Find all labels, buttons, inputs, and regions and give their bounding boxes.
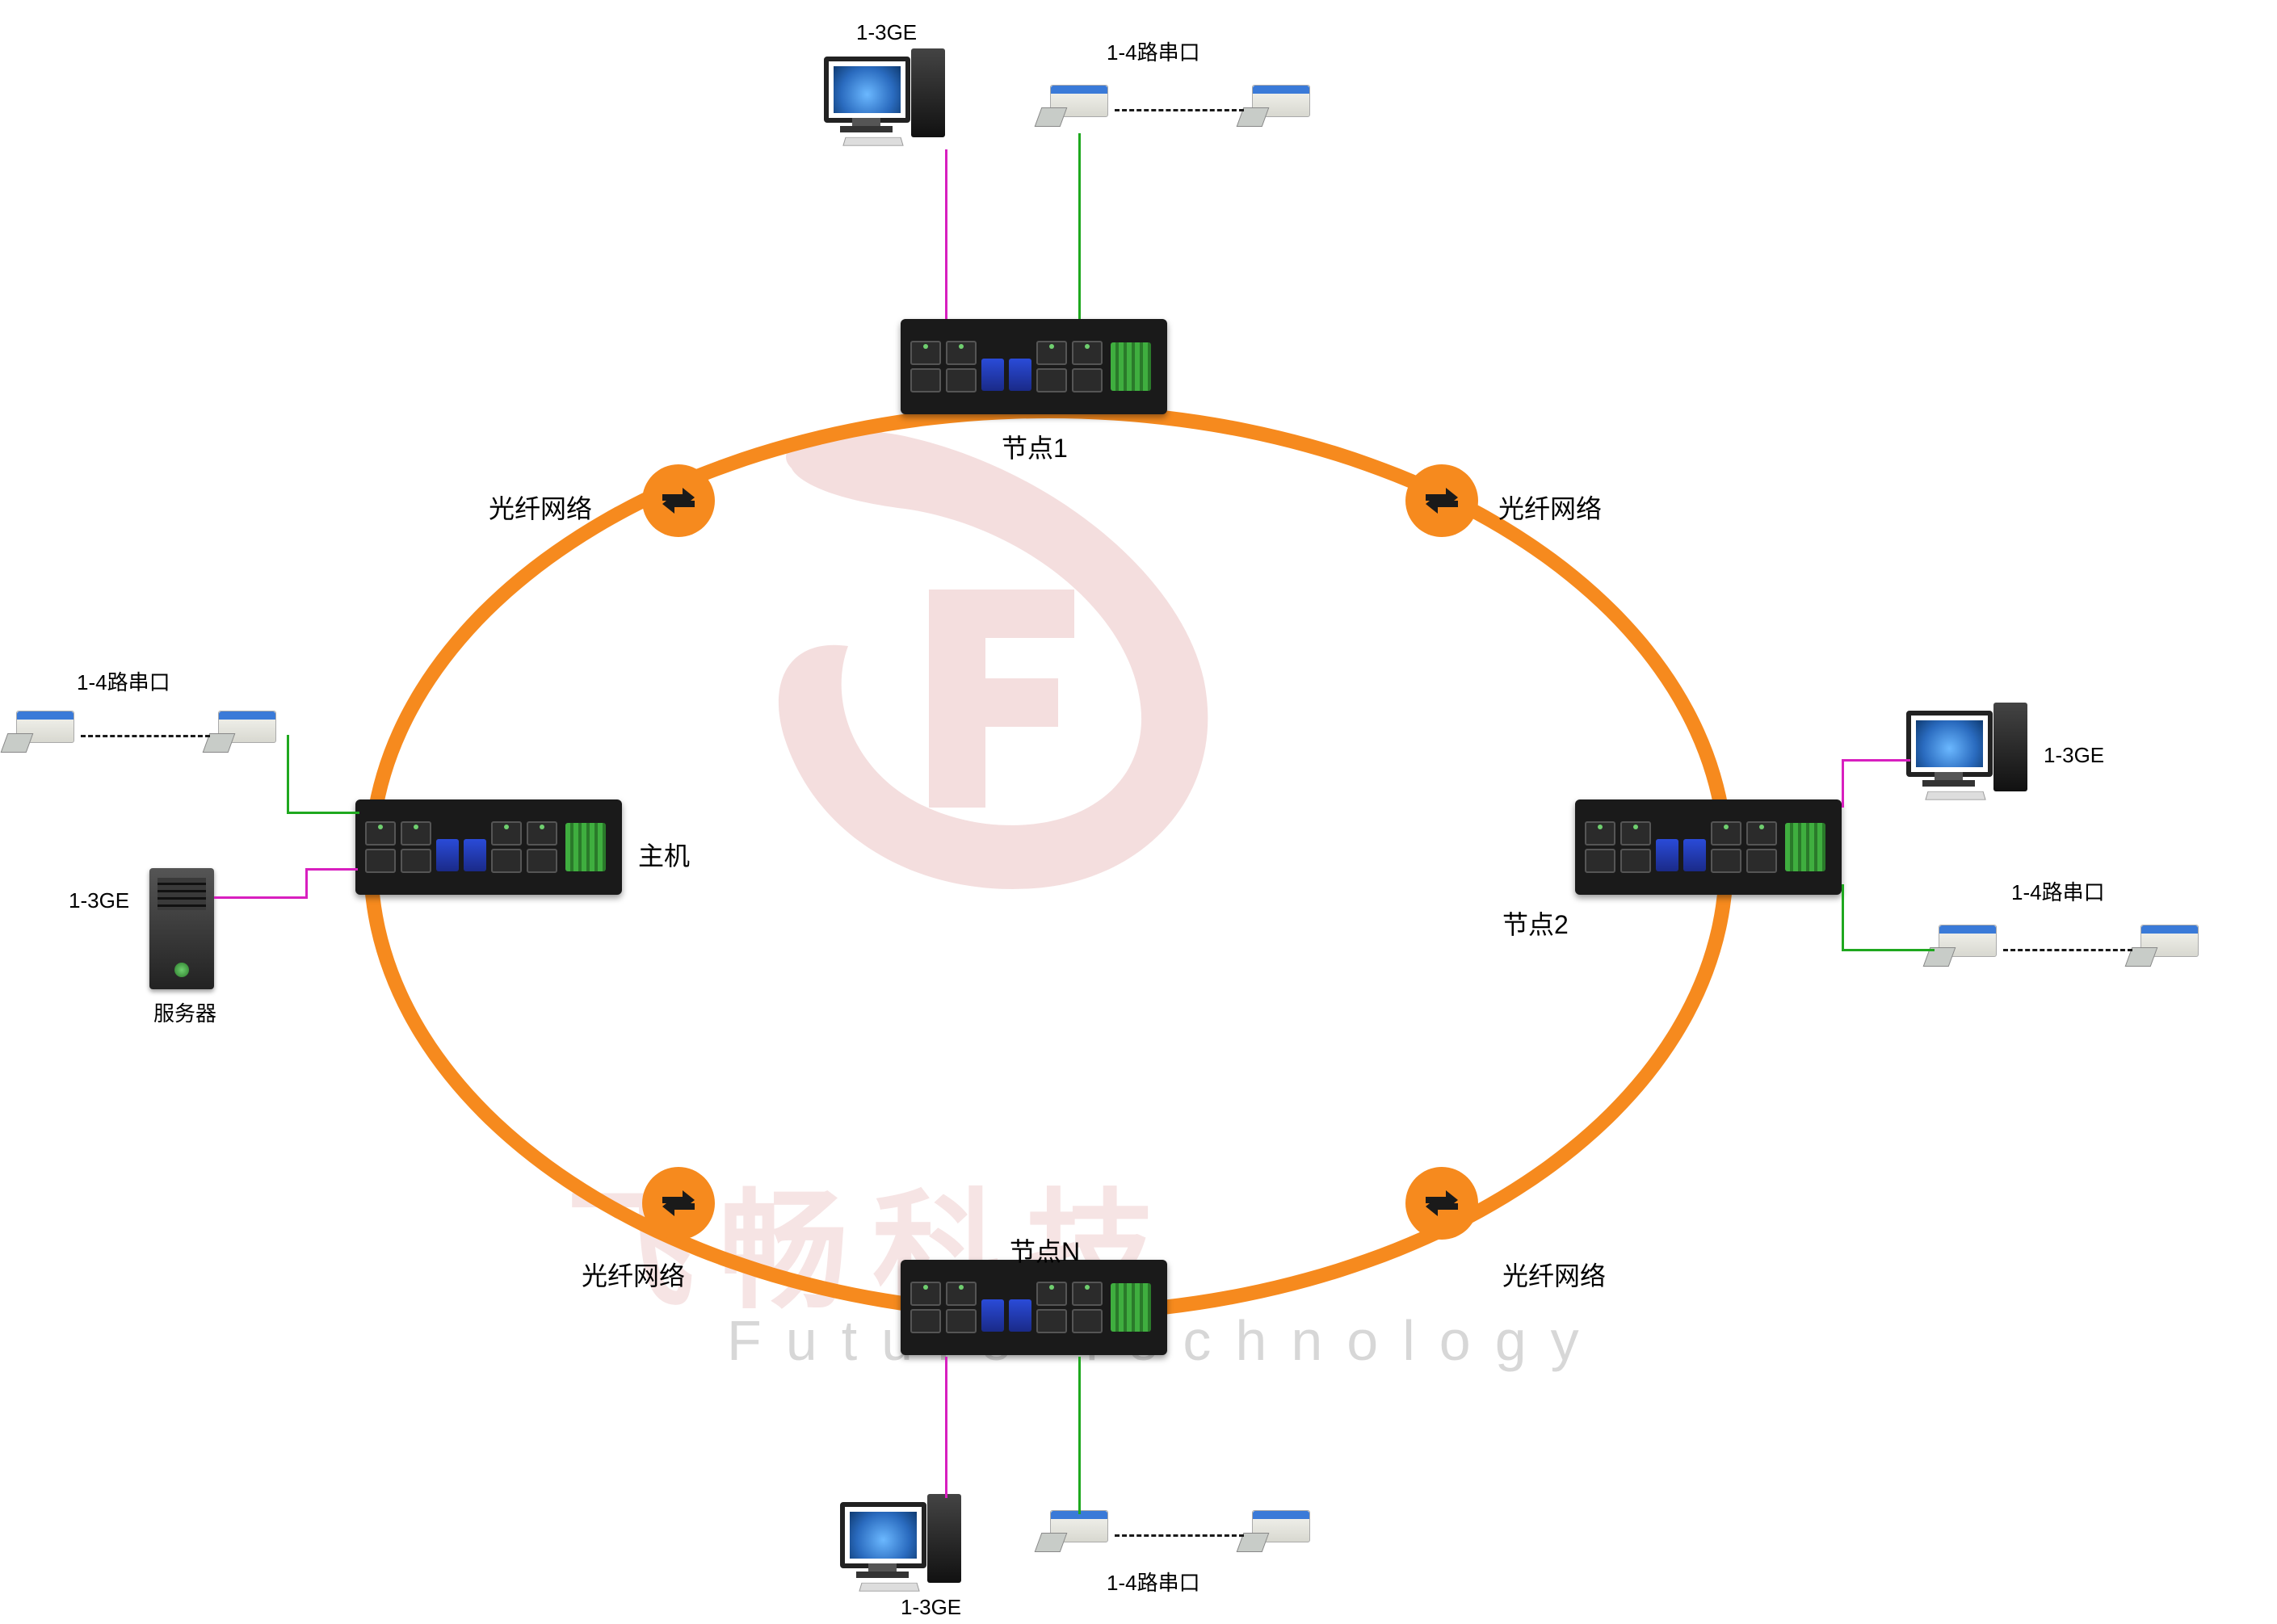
- serial-left-a: [8, 711, 81, 759]
- fiber-label-bl: 光纤网络: [582, 1256, 685, 1293]
- fiber-label-tl: 光纤网络: [489, 489, 592, 526]
- switch-master: [355, 799, 622, 895]
- serial-right-b: [2132, 925, 2205, 973]
- pc-right-label: 1-3GE: [2044, 743, 2104, 768]
- arrows-icon: [654, 476, 703, 525]
- diagram-canvas: 飞畅科技 Future Technology 光纤网络 光纤网络 光纤网络 光纤…: [0, 0, 2277, 1624]
- serial-bottom-b: [1244, 1510, 1317, 1559]
- serial-bottom-dash: [1115, 1534, 1244, 1537]
- conn-bottom-serial: [1078, 1357, 1081, 1514]
- switch-label-nodeN: 节点N: [1010, 1232, 1080, 1269]
- switch-label-master: 主机: [638, 836, 690, 873]
- switch-nodeN: [901, 1260, 1167, 1355]
- serial-top-b: [1244, 85, 1317, 133]
- arrows-icon: [654, 1179, 703, 1227]
- fiber-label-tr: 光纤网络: [1498, 489, 1602, 526]
- server-left: [149, 868, 214, 989]
- conn-top-pc: [945, 149, 947, 319]
- conn-left-server-h1: [214, 896, 307, 899]
- switch-node2: [1575, 799, 1842, 895]
- fiber-hub-tl: [642, 464, 715, 537]
- serial-left-b: [210, 711, 283, 759]
- switch-node1: [901, 319, 1167, 414]
- server-left-label: 1-3GE: [69, 888, 129, 913]
- pc-top: [824, 48, 945, 145]
- conn-bottom-pc: [945, 1357, 947, 1498]
- conn-left-server-v: [305, 868, 308, 899]
- server-left-sublabel: 服务器: [153, 997, 216, 1027]
- conn-right-pc-v: [1842, 759, 1844, 808]
- serial-right-label: 1-4路串口: [2011, 876, 2105, 906]
- serial-left-dash: [81, 735, 210, 737]
- switch-label-node1: 节点1: [1002, 428, 1068, 465]
- fiber-hub-bl: [642, 1167, 715, 1240]
- serial-bottom-label: 1-4路串口: [1107, 1567, 1200, 1597]
- conn-left-server-h2: [305, 868, 358, 871]
- conn-left-serial-v: [287, 735, 289, 812]
- serial-left-label: 1-4路串口: [77, 666, 170, 696]
- pc-right: [1906, 703, 2027, 799]
- arrows-icon: [1418, 1179, 1466, 1227]
- serial-top-dash: [1115, 109, 1244, 111]
- fiber-hub-br: [1405, 1167, 1478, 1240]
- serial-right-a: [1930, 925, 2003, 973]
- pc-top-label: 1-3GE: [856, 20, 917, 45]
- arrows-icon: [1418, 476, 1466, 525]
- conn-right-pc-h: [1842, 759, 1910, 762]
- serial-bottom-a: [1042, 1510, 1115, 1559]
- pc-bottom-label: 1-3GE: [901, 1595, 961, 1620]
- conn-top-serial-h: [945, 149, 947, 152]
- conn-top-serial-v: [1078, 133, 1081, 319]
- conn-left-serial-h: [287, 812, 359, 814]
- conn-right-serial-v: [1842, 884, 1844, 951]
- switch-label-node2: 节点2: [1502, 904, 1569, 942]
- fiber-hub-tr: [1405, 464, 1478, 537]
- conn-right-serial-h: [1842, 949, 1935, 951]
- fiber-label-br: 光纤网络: [1502, 1256, 1606, 1293]
- serial-top-a: [1042, 85, 1115, 133]
- pc-bottom: [840, 1494, 961, 1591]
- serial-right-dash: [2003, 949, 2132, 951]
- serial-top-label: 1-4路串口: [1107, 36, 1200, 66]
